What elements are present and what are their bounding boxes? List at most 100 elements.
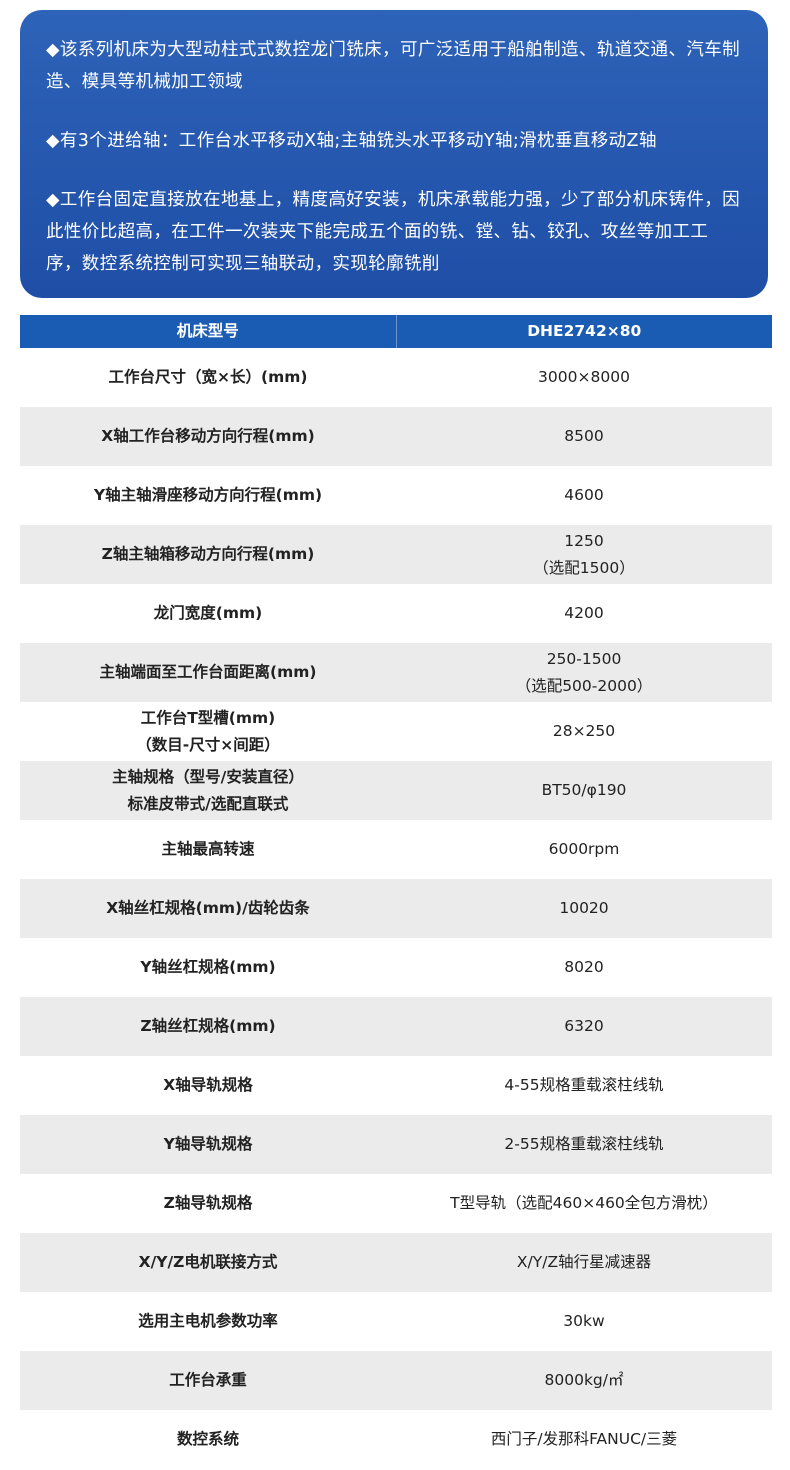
value-cell: 8000kg/㎡ [396,1351,772,1410]
param-cell: X轴丝杠规格(mm)/齿轮齿条 [20,879,396,938]
spec-row: 选用主电机参数功率 30kw [20,1292,772,1351]
header-cell: 机床型号 [176,322,239,340]
param-text: 选用主电机参数功率 [138,1312,278,1330]
param-cell: 选用主电机参数功率 [20,1292,396,1351]
value-text: （选配500-2000） [515,676,653,695]
param-text: （数目-尺寸×间距） [136,735,280,754]
value-cell: 3000×8000 [396,348,772,407]
value-text: 8020 [564,958,604,976]
param-text: 数控系统 [176,1430,239,1448]
value-cell: 10020 [396,879,772,938]
param-text: Z轴导轨规格 [163,1194,253,1212]
param-text: 工作台尺寸（宽×长）(mm) [108,368,308,386]
param-cell: 工作台承重 [20,1351,396,1410]
spec-row: Y轴丝杠规格(mm) 8020 [20,938,772,997]
value-text: 10020 [559,899,609,917]
spec-row: Z轴丝杠规格(mm) 6320 [20,997,772,1056]
param-text: Z轴丝杠规格(mm) [140,1017,276,1035]
param-cell: 数控系统 [20,1410,396,1469]
spec-row: Z轴导轨规格 T型导轨（选配460×460全包方滑枕） [20,1174,772,1233]
param-cell: Z轴导轨规格 [20,1174,396,1233]
spec-row: 工作台尺寸（宽×长）(mm) 3000×8000 [20,348,772,407]
param-text: 标准皮带式/选配直联式 [127,794,289,813]
param-text: 主轴端面至工作台面距离(mm) [99,663,317,681]
param-cell: 主轴端面至工作台面距离(mm) [20,643,396,702]
value-text: 8500 [564,427,604,445]
value-cell: 4-55规格重载滚柱线轨 [396,1056,772,1115]
param-cell: 工作台尺寸（宽×长）(mm) [20,348,396,407]
param-text: X轴导轨规格 [163,1076,253,1094]
param-cell: Y轴导轨规格 [20,1115,396,1174]
spec-row: 主轴最高转速 6000rpm [20,820,772,879]
param-cell: 龙门宽度(mm) [20,584,396,643]
value-text: （选配1500） [533,558,635,577]
param-text: Z轴主轴箱移动方向行程(mm) [101,545,315,563]
param-cell: 工作台T型槽(mm) （数目-尺寸×间距） [20,702,396,761]
intro-paragraph: ◆工作台固定直接放在地基上，精度高好安装，机床承载能力强，少了部分机床铸件，因此… [46,190,741,274]
value-text: T型导轨（选配460×460全包方滑枕） [450,1194,718,1212]
value-text: 30kw [563,1312,605,1330]
spec-row: 主轴规格（型号/安装直径） 标准皮带式/选配直联式 BT50/φ190 [20,761,772,820]
param-cell: Z轴主轴箱移动方向行程(mm) [20,525,396,584]
intro-paragraph: ◆有3个进给轴：工作台水平移动X轴;主轴铣头水平移动Y轴;滑枕垂直移动Z轴 [46,131,657,151]
spec-row: 主轴端面至工作台面距离(mm) 250-1500 （选配500-2000） [20,643,772,702]
param-text: 主轴最高转速 [161,840,255,858]
value-cell: 2-55规格重载滚柱线轨 [396,1115,772,1174]
param-text: Y轴导轨规格 [163,1135,253,1153]
value-cell: T型导轨（选配460×460全包方滑枕） [396,1174,772,1233]
value-text: 6320 [564,1017,604,1035]
param-cell: Y轴主轴滑座移动方向行程(mm) [20,466,396,525]
param-text: 主轴规格（型号/安装直径） [112,767,304,786]
value-cell: 6320 [396,997,772,1056]
value-text: 8000kg/㎡ [544,1371,624,1389]
spec-row: 龙门宽度(mm) 4200 [20,584,772,643]
value-text: 3000×8000 [538,368,630,386]
param-cell: X/Y/Z电机联接方式 [20,1233,396,1292]
value-cell: 西门子/发那科FANUC/三菱 [396,1410,772,1469]
spec-row: Y轴主轴滑座移动方向行程(mm) 4600 [20,466,772,525]
param-text: 工作台承重 [169,1371,247,1389]
param-cell: 主轴最高转速 [20,820,396,879]
param-text: 龙门宽度(mm) [153,604,263,622]
value-text: X/Y/Z轴行星减速器 [516,1253,652,1271]
param-text: 工作台T型槽(mm) [140,708,276,727]
spec-row: X轴丝杠规格(mm)/齿轮齿条 10020 [20,879,772,938]
value-cell: 4600 [396,466,772,525]
intro-paragraph: ◆该系列机床为大型动柱式式数控龙门铣床，可广泛适用于船舶制造、轨道交通、汽车制造… [46,40,741,92]
value-text: 4600 [564,486,604,504]
value-cell: 1250 （选配1500） [396,525,772,584]
param-text: Y轴主轴滑座移动方向行程(mm) [93,486,323,504]
value-cell: 28×250 [396,702,772,761]
param-cell: Y轴丝杠规格(mm) [20,938,396,997]
value-text: 250-1500 [546,649,622,668]
param-text: X轴丝杠规格(mm)/齿轮齿条 [106,899,310,917]
value-cell: 250-1500 （选配500-2000） [396,643,772,702]
header-row: 机床型号 DHE2742×80 [20,315,772,348]
value-text: 2-55规格重载滚柱线轨 [504,1135,664,1153]
spec-row: 数控系统 西门子/发那科FANUC/三菱 [20,1410,772,1469]
value-cell: 8020 [396,938,772,997]
intro-panel: ◆该系列机床为大型动柱式式数控龙门铣床，可广泛适用于船舶制造、轨道交通、汽车制造… [20,10,768,298]
param-text: X轴工作台移动方向行程(mm) [101,427,315,445]
value-text: 4-55规格重载滚柱线轨 [504,1076,664,1094]
value-text: 4200 [564,604,604,622]
spec-row: Z轴主轴箱移动方向行程(mm) 1250 （选配1500） [20,525,772,584]
value-text: 6000rpm [548,840,620,858]
spec-row: 工作台T型槽(mm) （数目-尺寸×间距） 28×250 [20,702,772,761]
value-cell: 4200 [396,584,772,643]
param-cell: Z轴丝杠规格(mm) [20,997,396,1056]
value-text: 1250 [564,531,604,550]
spec-row: X轴工作台移动方向行程(mm) 8500 [20,407,772,466]
header-cell: DHE2742×80 [395,315,773,348]
param-cell: 主轴规格（型号/安装直径） 标准皮带式/选配直联式 [20,761,396,820]
value-cell: 6000rpm [396,820,772,879]
value-text: 西门子/发那科FANUC/三菱 [490,1430,678,1448]
spec-table: 机床型号 DHE2742×80 工作台尺寸（宽×长）(mm) 3000×8000 X轴工… [20,315,772,1469]
value-cell: X/Y/Z轴行星减速器 [396,1233,772,1292]
value-text: 28×250 [552,722,616,740]
spec-row: 工作台承重 8000kg/㎡ [20,1351,772,1410]
param-text: Y轴丝杠规格(mm) [140,958,276,976]
value-cell: 8500 [396,407,772,466]
param-text: X/Y/Z电机联接方式 [138,1253,278,1271]
